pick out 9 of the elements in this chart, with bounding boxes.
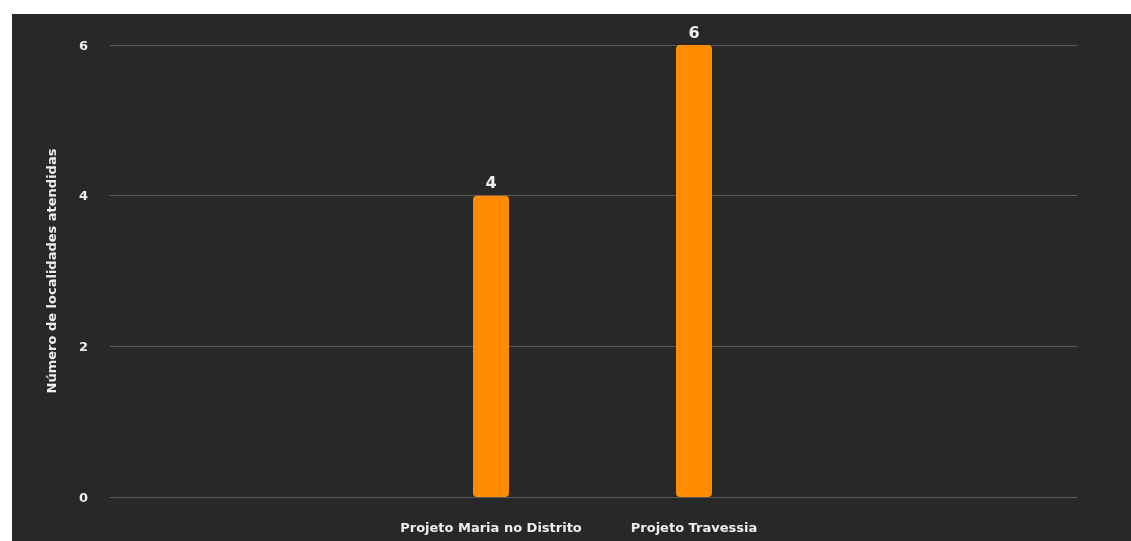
data-label: 6 — [688, 22, 700, 42]
y-tick-label: 2 — [78, 338, 88, 354]
data-label: 4 — [485, 173, 497, 193]
y-axis-title: Número de localidades atendidas — [44, 148, 59, 394]
y-tick-label: 4 — [78, 188, 88, 204]
y-tick-label: 6 — [78, 37, 88, 53]
x-tick-label: Projeto Travessia — [630, 520, 758, 535]
y-tick-label: 0 — [78, 489, 88, 505]
x-tick-label: Projeto Maria no Distrito — [400, 520, 582, 535]
